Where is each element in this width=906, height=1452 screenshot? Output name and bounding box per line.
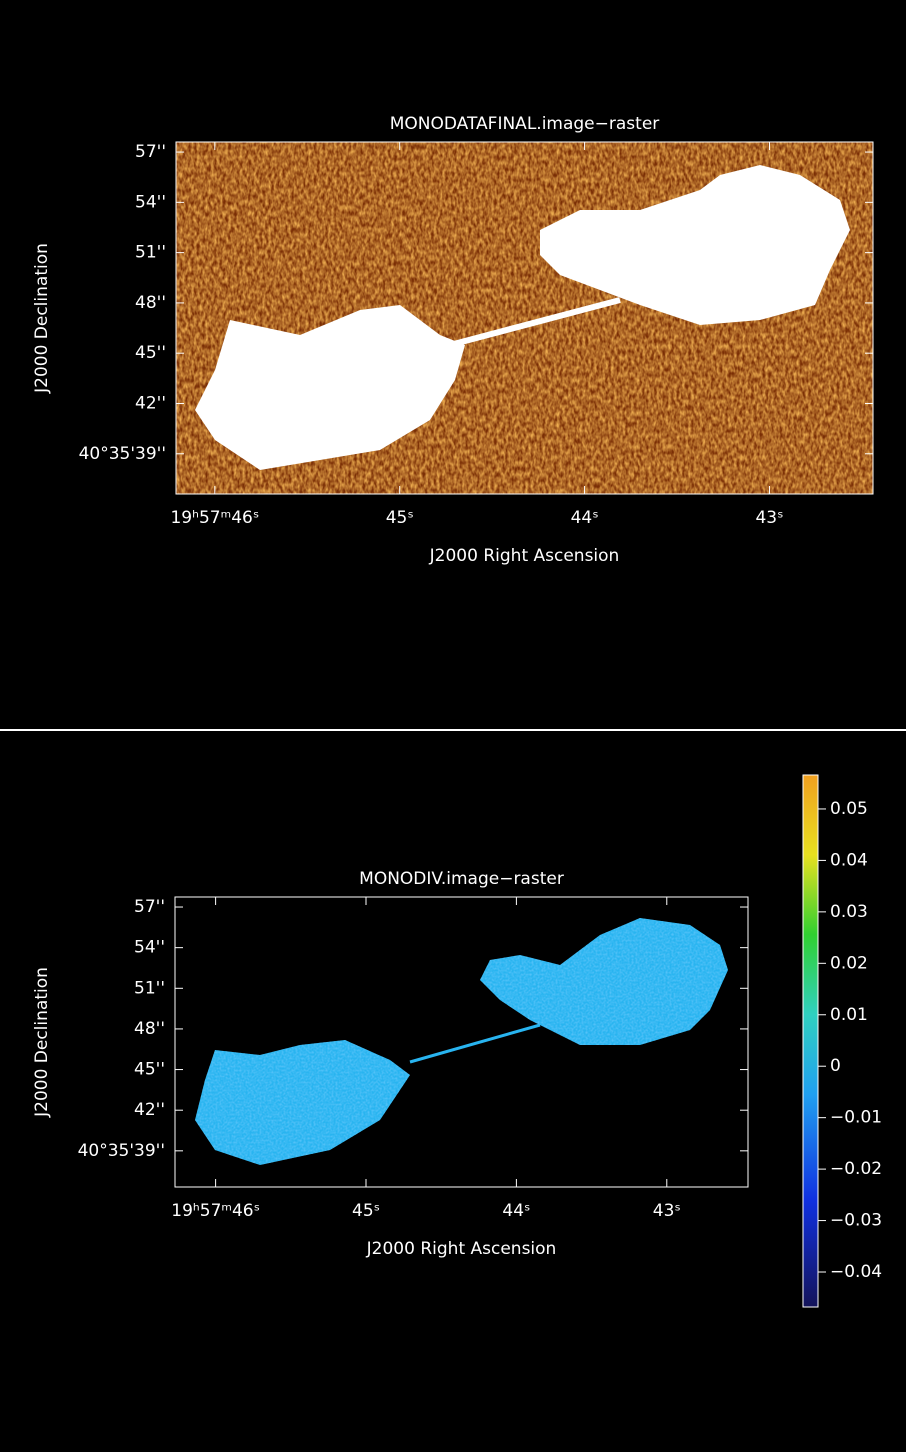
y-tick-label: 48'' — [134, 1019, 165, 1039]
x-tick-label: 45ˢ — [352, 1201, 380, 1221]
image-bottom — [195, 918, 728, 1165]
colorbar — [803, 775, 818, 1307]
viewer: MONODATAFINAL.image−raster J2000 Right As… — [0, 0, 906, 1448]
image-top — [176, 142, 873, 494]
y-tick-label: 42'' — [135, 393, 166, 413]
colorbar-tick-label: 0.02 — [830, 953, 868, 973]
colorbar-tick-label: −0.01 — [830, 1108, 882, 1128]
chart-title: MONODIV.image−raster — [359, 869, 564, 889]
x-axis-label: J2000 Right Ascension — [429, 546, 620, 566]
page: {"chart_data": [ {"type": "image", "titl… — [0, 0, 906, 1448]
colorbar-tick-label: 0.01 — [830, 1005, 868, 1025]
x-tick-label: 19ʰ57ᵐ46ˢ — [171, 1201, 260, 1221]
y-tick-label: 54'' — [134, 938, 165, 958]
y-tick-label: 57'' — [134, 897, 165, 917]
colorbar-tick-label: 0.05 — [830, 799, 868, 819]
x-axis-label: J2000 Right Ascension — [366, 1239, 557, 1259]
y-tick-label: 54'' — [135, 192, 166, 212]
y-axis-label: J2000 Declination — [32, 967, 52, 1118]
x-tick-label: 43ˢ — [653, 1201, 681, 1221]
x-tick-label: 45ˢ — [386, 508, 414, 528]
colorbar-tick-label: 0.03 — [830, 902, 868, 922]
chart-title: MONODATAFINAL.image−raster — [390, 114, 660, 134]
y-tick-label: 51'' — [135, 243, 166, 263]
y-tick-label: 42'' — [134, 1100, 165, 1120]
x-tick-label: 44ˢ — [502, 1201, 530, 1221]
y-tick-label: 57'' — [135, 142, 166, 162]
colorbar-tick-label: 0.04 — [830, 850, 868, 870]
y-tick-label: 40°35'39'' — [78, 1141, 165, 1161]
colorbar-tick-label: 0 — [830, 1056, 841, 1076]
y-tick-label: 40°35'39'' — [79, 444, 166, 464]
x-tick-label: 43ˢ — [755, 508, 783, 528]
y-tick-label: 48'' — [135, 293, 166, 313]
y-tick-label: 45'' — [135, 343, 166, 363]
y-tick-label: 51'' — [134, 978, 165, 998]
x-tick-label: 19ʰ57ᵐ46ˢ — [170, 508, 259, 528]
y-axis-label: J2000 Declination — [32, 243, 52, 394]
colorbar-tick-label: −0.02 — [830, 1159, 882, 1179]
y-tick-label: 45'' — [134, 1060, 165, 1080]
x-tick-label: 44ˢ — [571, 508, 599, 528]
colorbar-tick-label: −0.03 — [830, 1211, 882, 1231]
colorbar-tick-label: −0.04 — [830, 1262, 882, 1282]
